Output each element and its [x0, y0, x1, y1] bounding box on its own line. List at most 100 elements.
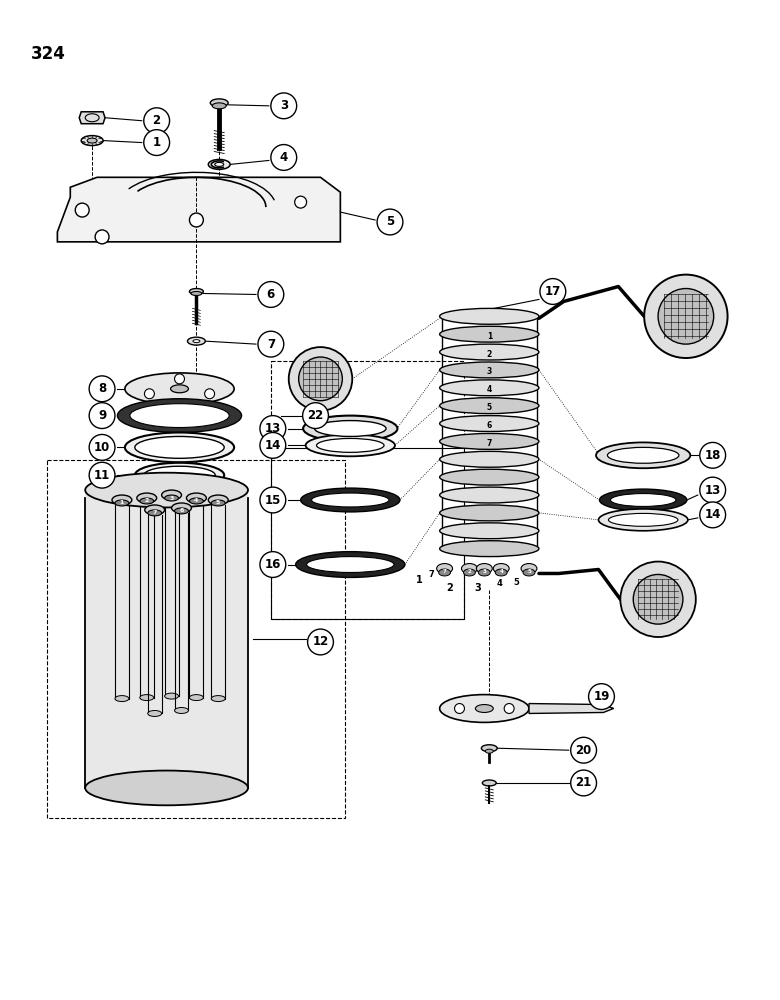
Circle shape [700, 477, 725, 503]
Ellipse shape [307, 557, 394, 572]
Text: 4: 4 [280, 151, 288, 164]
Ellipse shape [215, 162, 224, 166]
Circle shape [377, 209, 403, 235]
Text: 4: 4 [499, 569, 503, 574]
Ellipse shape [171, 385, 189, 393]
Ellipse shape [125, 432, 234, 462]
Text: 7: 7 [443, 569, 446, 574]
Ellipse shape [608, 447, 679, 463]
Ellipse shape [440, 326, 539, 342]
Ellipse shape [495, 569, 507, 576]
Ellipse shape [440, 398, 539, 414]
Text: 1: 1 [120, 500, 124, 505]
Text: 2: 2 [144, 498, 149, 503]
Text: 324: 324 [30, 45, 66, 63]
Ellipse shape [211, 696, 225, 702]
Circle shape [89, 376, 115, 402]
Ellipse shape [596, 442, 690, 468]
Text: 18: 18 [704, 449, 721, 462]
Text: 3: 3 [169, 496, 174, 501]
Ellipse shape [440, 308, 539, 324]
Text: 5: 5 [487, 403, 492, 412]
Ellipse shape [147, 710, 161, 716]
Ellipse shape [144, 466, 215, 484]
Circle shape [571, 737, 597, 763]
Text: 3: 3 [474, 583, 480, 593]
Ellipse shape [463, 569, 475, 576]
Text: 7: 7 [487, 439, 492, 448]
Text: 1: 1 [153, 136, 161, 149]
Ellipse shape [440, 433, 539, 449]
Text: 21: 21 [576, 776, 592, 789]
Text: 13: 13 [264, 422, 281, 435]
Ellipse shape [523, 569, 535, 576]
Ellipse shape [440, 451, 539, 467]
Circle shape [95, 230, 109, 244]
Circle shape [633, 574, 683, 624]
Ellipse shape [140, 695, 154, 701]
Ellipse shape [165, 495, 179, 501]
Text: 5: 5 [513, 578, 519, 587]
Ellipse shape [311, 493, 389, 507]
Ellipse shape [300, 488, 400, 512]
Bar [271, 361, 464, 619]
Ellipse shape [493, 564, 509, 573]
Circle shape [455, 704, 464, 713]
Polygon shape [80, 112, 105, 124]
Ellipse shape [85, 473, 248, 507]
Ellipse shape [438, 569, 451, 576]
Circle shape [258, 331, 284, 357]
Text: 11: 11 [94, 469, 110, 482]
Circle shape [295, 196, 307, 208]
Circle shape [299, 357, 342, 401]
Ellipse shape [161, 490, 182, 500]
Text: 5: 5 [386, 215, 394, 228]
Circle shape [260, 416, 285, 441]
Ellipse shape [440, 505, 539, 521]
Circle shape [271, 145, 296, 170]
Text: 2: 2 [153, 114, 161, 127]
Text: 20: 20 [576, 744, 592, 757]
Ellipse shape [440, 487, 539, 503]
Ellipse shape [317, 438, 384, 452]
Ellipse shape [115, 696, 129, 702]
Text: 13: 13 [704, 484, 721, 497]
Circle shape [144, 130, 169, 155]
Text: 1: 1 [417, 575, 424, 585]
Circle shape [204, 389, 215, 399]
Ellipse shape [211, 500, 225, 506]
Ellipse shape [190, 498, 204, 504]
Ellipse shape [135, 436, 224, 458]
Ellipse shape [608, 513, 678, 526]
Ellipse shape [125, 373, 234, 405]
Ellipse shape [175, 708, 189, 713]
Text: 14: 14 [704, 508, 721, 521]
Ellipse shape [440, 416, 539, 431]
Circle shape [289, 347, 353, 411]
Ellipse shape [481, 745, 497, 752]
Ellipse shape [296, 552, 405, 577]
Circle shape [658, 289, 714, 344]
Ellipse shape [191, 291, 202, 295]
Text: 8: 8 [98, 382, 106, 395]
Ellipse shape [135, 463, 224, 488]
Ellipse shape [598, 509, 688, 531]
Ellipse shape [81, 136, 103, 146]
Text: 4: 4 [194, 498, 199, 503]
Ellipse shape [175, 508, 189, 514]
Text: 17: 17 [544, 285, 561, 298]
Ellipse shape [211, 99, 229, 107]
Ellipse shape [165, 693, 179, 699]
Text: 5: 5 [216, 500, 221, 505]
Ellipse shape [440, 362, 539, 378]
Ellipse shape [440, 523, 539, 539]
Text: 3: 3 [280, 99, 288, 112]
Polygon shape [529, 704, 613, 713]
Circle shape [589, 684, 615, 709]
Text: 7: 7 [267, 338, 275, 351]
Text: 4: 4 [487, 385, 492, 394]
Ellipse shape [129, 404, 229, 428]
Ellipse shape [440, 380, 539, 396]
Ellipse shape [477, 564, 492, 573]
Ellipse shape [440, 541, 539, 557]
